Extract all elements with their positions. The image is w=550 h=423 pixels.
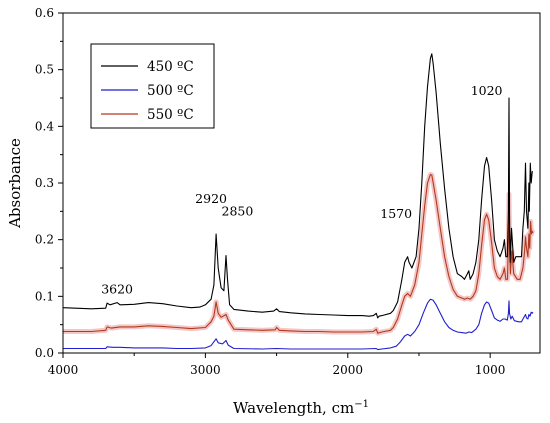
legend: 450 ºC 500 ºC 550 ºC (90, 43, 215, 129)
legend-label: 500 ºC (147, 83, 194, 99)
y-axis: 0.0 0.1 0.2 0.3 0.4 0.5 0.6 (35, 6, 63, 360)
y-axis-label: Absorbance (6, 138, 24, 229)
x-tick-label: 1000 (475, 363, 506, 377)
x-tick-label: 3000 (190, 363, 221, 377)
y-tick-label: 0.5 (35, 63, 54, 77)
x-tick-label: 4000 (48, 363, 79, 377)
peak-annotation: 1570 (380, 206, 412, 221)
x-tick-label: 2000 (333, 363, 364, 377)
y-tick-label: 0.4 (35, 119, 54, 133)
y-tick-label: 0.0 (35, 346, 54, 360)
annotations: 362029202850157014001020 (101, 83, 503, 297)
series-line-550-halo (63, 172, 536, 336)
x-axis-label: Wavelength, cm−1 (233, 399, 369, 417)
y-tick-label: 0.1 (35, 289, 54, 303)
peak-annotation: 2920 (195, 191, 227, 206)
peak-annotation: 1020 (471, 83, 503, 98)
y-tick-label: 0.2 (35, 233, 54, 247)
y-tick-label: 0.3 (35, 176, 54, 190)
legend-label: 450 ºC (147, 59, 194, 75)
x-axis: 4000 3000 2000 1000 (48, 353, 506, 377)
plot-traces (62, 53, 536, 351)
series-line-500 (63, 298, 534, 351)
series-line-550 (63, 173, 534, 334)
peak-annotation: 3620 (101, 282, 133, 297)
peak-annotation: 2850 (222, 203, 254, 218)
y-tick-label: 0.6 (35, 6, 54, 20)
series-line-450 (62, 53, 533, 319)
x-axis-label-text: Wavelength, cm (233, 399, 354, 417)
legend-label: 550 ºC (147, 107, 194, 123)
x-axis-label-superscript: −1 (354, 399, 369, 410)
